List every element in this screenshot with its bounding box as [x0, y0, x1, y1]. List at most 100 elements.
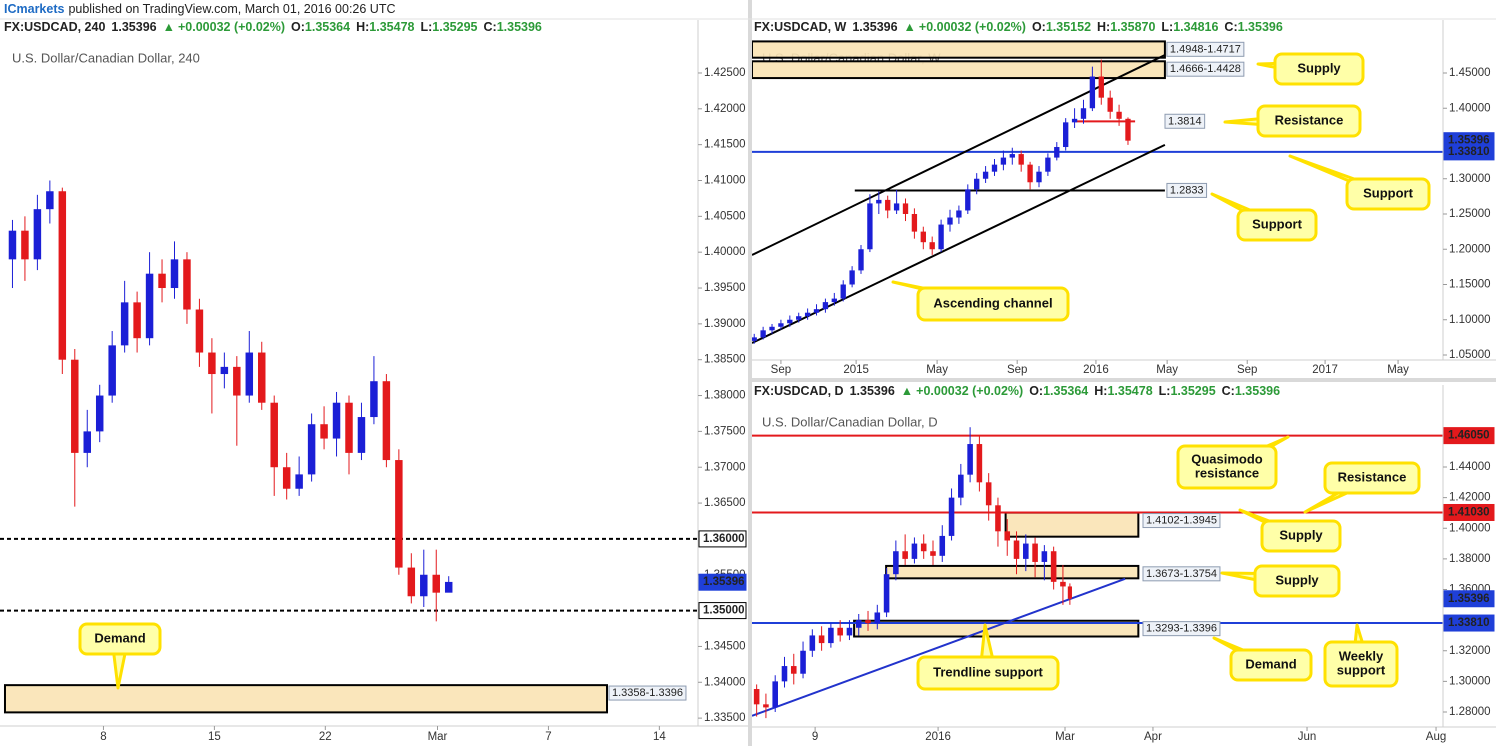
y-tick-label: 1.34000	[704, 676, 746, 688]
segment-label-box	[1164, 113, 1206, 129]
price-tag	[698, 530, 747, 548]
y-tick-label: 1.36500	[704, 497, 746, 509]
candle-body	[307, 424, 316, 475]
candle-body	[855, 620, 862, 628]
plot-area: U.S. Dollar/Canadian Dollar, 240	[0, 50, 698, 714]
zone	[885, 564, 1140, 580]
ohlc-value: 1.35364	[305, 20, 350, 34]
symbol: FX:USDCAD, D	[754, 384, 844, 398]
y-tick-label: 1.25000	[1449, 208, 1491, 220]
x-tick-label: Sep	[771, 364, 791, 376]
callout	[1260, 519, 1342, 553]
candle-body	[920, 231, 926, 243]
zone-label: 1.3293-1.3396	[1146, 623, 1217, 635]
plot-area: U.S. Dollar/Canadian Dollar, D	[752, 414, 1443, 719]
candle-body	[195, 309, 204, 353]
candle-body	[382, 381, 391, 461]
last-price: 1.35396	[852, 20, 897, 34]
candle-body	[991, 164, 998, 172]
ohlc-label: C:	[483, 20, 496, 34]
price-tag	[698, 573, 747, 591]
zone-label: 1.4666-1.4428	[1170, 63, 1241, 75]
candle-body	[1013, 540, 1020, 559]
candle-body	[345, 402, 353, 453]
zone-label-box	[1166, 41, 1245, 57]
candle-body	[58, 191, 67, 360]
ohlc-value: 1.35295	[1170, 384, 1215, 398]
ohlc-label: O:	[291, 20, 305, 34]
x-tick-label: 8	[100, 731, 106, 743]
candle-body	[930, 551, 936, 556]
y-tick-label: 1.41000	[704, 175, 746, 187]
publisher[interactable]: ICmarkets	[4, 2, 64, 16]
y-tick-label: 1.33500	[704, 712, 746, 724]
ohlc-label: H:	[356, 20, 369, 34]
candle-body	[796, 316, 802, 320]
y-tick-label: 1.41500	[704, 139, 746, 151]
candle-body	[133, 302, 141, 339]
zone-label: 1.4948-1.4717	[1170, 43, 1241, 55]
callout-text: Support	[1252, 216, 1302, 231]
ohlc-label: C:	[1222, 384, 1235, 398]
candle-body	[120, 302, 129, 346]
price-tag	[1443, 503, 1495, 521]
candle-body	[208, 352, 216, 375]
zone	[3, 684, 609, 714]
y-tick-label: 1.44000	[1449, 461, 1491, 473]
ohlc-value: 1.35152	[1046, 20, 1091, 34]
candle-body	[967, 444, 973, 475]
candle-body	[1018, 154, 1024, 165]
zone-label-box	[608, 685, 687, 701]
price-tag-label: 1.41030	[1448, 507, 1490, 519]
y-tick-label: 1.30000	[1449, 675, 1491, 687]
x-tick-label: Mar	[428, 731, 448, 743]
zone-label: 1.4102-1.3945	[1146, 515, 1217, 527]
x-tick-label: Jun	[1298, 731, 1317, 743]
candle-body	[420, 574, 428, 597]
callout	[916, 286, 1070, 322]
candle-body	[772, 681, 778, 708]
candle-body	[33, 209, 42, 260]
x-tick-label: 22	[319, 731, 332, 743]
ohlc-label: L:	[420, 20, 432, 34]
candle-body	[867, 203, 873, 250]
candle-body	[858, 249, 864, 271]
candle-body	[790, 666, 797, 674]
callout-text: Supply	[1275, 572, 1319, 587]
candle-body	[902, 203, 909, 214]
candle-body	[911, 543, 918, 559]
candle-body	[1009, 154, 1015, 158]
candle-body	[769, 326, 775, 331]
y-tick-label: 1.40500	[704, 210, 746, 222]
callout	[1345, 177, 1431, 211]
publish-note: published on TradingView.com, March 01, …	[68, 2, 395, 16]
candle-body	[1098, 76, 1104, 98]
zone-label-box	[1166, 61, 1245, 77]
y-tick-label: 1.37000	[704, 461, 746, 473]
panel-divider	[748, 0, 752, 746]
candle-body	[760, 330, 766, 338]
candle-body	[432, 574, 440, 593]
chart-header: FX:USDCAD, D 1.35396 ▲ +0.00032 (+0.02%) O:1…	[754, 384, 1280, 398]
x-tick-label: Sep	[1007, 364, 1027, 376]
callout-text: Support	[1363, 185, 1413, 200]
ohlc-label: L:	[1161, 20, 1173, 34]
ohlc-value: 1.35870	[1110, 20, 1155, 34]
x-tick-label: 2017	[1312, 364, 1338, 376]
candle-body	[1060, 581, 1066, 587]
candle-body	[885, 199, 891, 211]
segment-label: 1.2833	[1170, 184, 1204, 196]
candle-body	[893, 551, 899, 575]
callout-text: Resistance	[1275, 112, 1344, 127]
y-tick-label: 1.15000	[1449, 279, 1491, 291]
callout	[916, 655, 1060, 691]
candle-body	[831, 298, 837, 303]
callout-text: Demand	[1245, 656, 1296, 671]
callout-text: resistance	[1195, 465, 1259, 480]
plot-area: U.S. Dollar/Canadian Dollar, W	[752, 40, 1443, 344]
x-tick-label: Mar	[1055, 731, 1075, 743]
chart-title: U.S. Dollar/Canadian Dollar, 240	[12, 50, 200, 65]
y-tick-label: 1.05000	[1449, 349, 1491, 361]
candle-body	[220, 366, 229, 375]
price-tag	[698, 602, 747, 620]
